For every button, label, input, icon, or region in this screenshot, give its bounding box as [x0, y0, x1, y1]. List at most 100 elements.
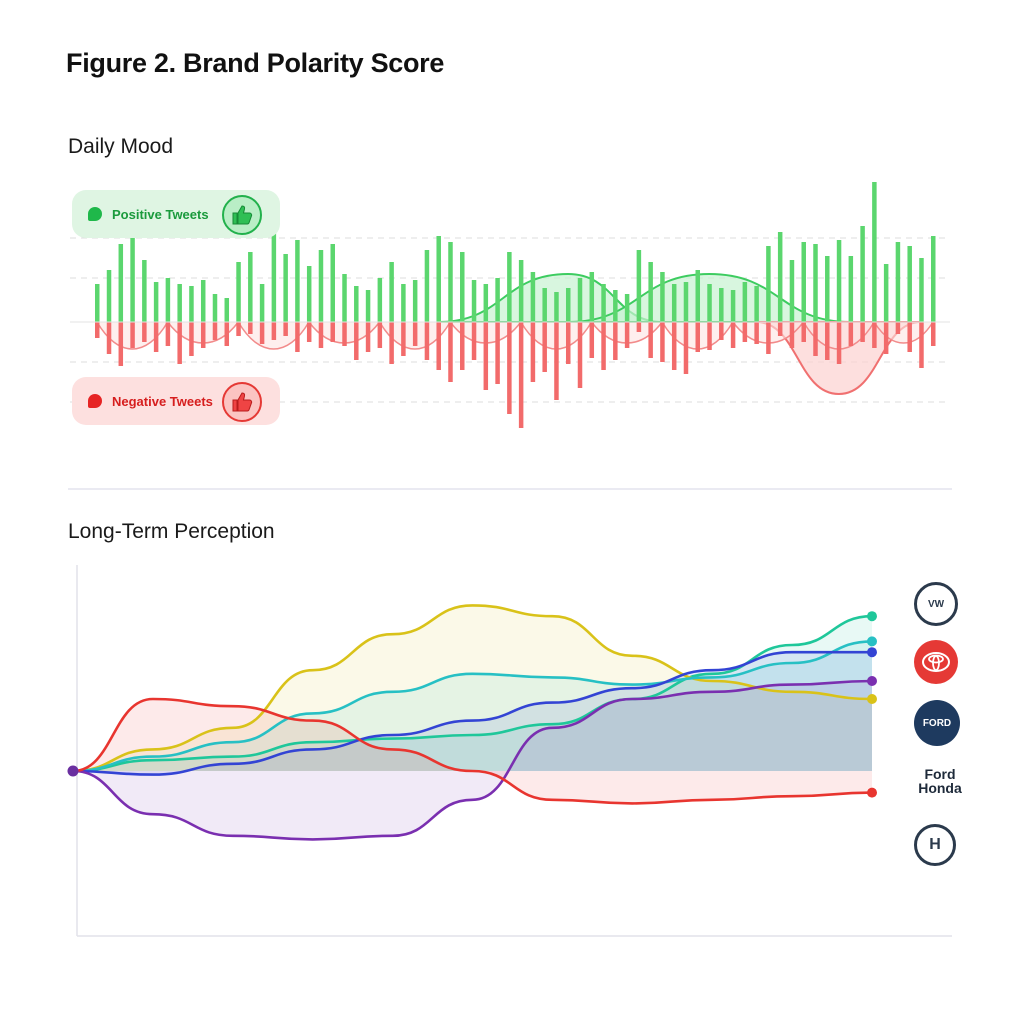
negative-bar [601, 322, 606, 370]
negative-bar [707, 322, 712, 350]
ford-badge-icon: FORD [914, 700, 960, 746]
negative-bar [719, 322, 724, 340]
brand-logo-icon: VW [914, 582, 958, 626]
negative-bar [318, 322, 324, 348]
positive-bar [153, 282, 159, 322]
negative-bar [589, 322, 595, 358]
negative-bar [118, 322, 124, 366]
negative-bar [401, 322, 406, 356]
positive-bar [365, 290, 371, 322]
negative-bar [730, 322, 736, 348]
negative-bar [825, 322, 830, 360]
negative-bar [883, 322, 889, 354]
negative-bar [142, 322, 147, 342]
series-area [73, 616, 872, 771]
positive-bar [601, 284, 606, 322]
positive-bar [412, 280, 418, 322]
negative-bar [306, 322, 312, 342]
series-end-point [867, 694, 877, 704]
positive-bar [683, 282, 689, 322]
brand-text-ford-honda: Ford Honda [908, 765, 972, 797]
negative-bar [554, 322, 559, 400]
toyota-logo-icon [914, 640, 958, 684]
positive-bar [377, 278, 383, 322]
negative-bar [495, 322, 500, 384]
negative-bar [460, 322, 465, 370]
positive-bar [565, 288, 571, 322]
negative-bar [836, 322, 842, 364]
positive-bar [212, 294, 218, 322]
positive-bar [424, 250, 430, 322]
negative-bar [483, 322, 489, 390]
origin-point [67, 765, 79, 777]
negative-bar [813, 322, 818, 356]
positive-bar [224, 298, 230, 322]
negative-bar [801, 322, 806, 342]
negative-bar [153, 322, 159, 352]
negative-bar [565, 322, 571, 364]
honda-logo-icon: H [914, 824, 956, 866]
figure-title: Figure 2. Brand Polarity Score [66, 48, 445, 78]
positive-bar [730, 290, 736, 322]
negative-bar [436, 322, 441, 370]
positive-bar [95, 284, 100, 322]
positive-bar [401, 284, 406, 322]
negative-bar [259, 322, 265, 344]
negative-bar [365, 322, 371, 352]
positive-bar [271, 228, 277, 322]
positive-bar [542, 288, 547, 322]
positive-bar [813, 244, 818, 322]
series-end-point [867, 647, 877, 658]
series-line [72, 640, 873, 773]
positive-bar [766, 246, 771, 322]
negative-bar [389, 322, 394, 364]
positive-bar [895, 242, 901, 322]
positive-bar [483, 284, 489, 322]
negative-bar [695, 322, 701, 352]
negative-bar [130, 322, 135, 348]
negative-bar [518, 322, 524, 428]
positive-bar [860, 226, 865, 322]
positive-bar [306, 266, 312, 322]
negative-bar [907, 322, 912, 352]
negative-bar [624, 322, 630, 348]
series-line [72, 679, 873, 841]
negative-bar [777, 322, 783, 336]
negative-bar [200, 322, 206, 348]
positive-bar [695, 270, 701, 322]
positive-bar [106, 270, 112, 322]
negative-marker-icon [88, 394, 102, 408]
negative-bar [424, 322, 430, 360]
negative-bar [354, 322, 359, 360]
positive-bar [448, 242, 453, 322]
positive-bar [825, 256, 830, 322]
positive-bar [707, 284, 712, 322]
negative-bar [236, 322, 241, 336]
negative-bar [895, 322, 901, 334]
negative-bar [248, 322, 253, 334]
positive-bar [342, 274, 347, 322]
negative-bar [648, 322, 653, 358]
negative-bar [189, 322, 194, 356]
series-line [72, 604, 873, 773]
positive-bar [648, 262, 653, 322]
negative-bar [412, 322, 418, 346]
positive-bar [754, 286, 759, 322]
negative-bar [377, 322, 383, 348]
positive-bar [165, 278, 171, 322]
negative-bar [660, 322, 665, 362]
positive-bar [295, 240, 300, 322]
positive-bar [189, 286, 194, 322]
positive-bar [742, 282, 748, 322]
negative-bar [860, 322, 865, 342]
negative-bar [919, 322, 924, 368]
positive-bar [883, 264, 889, 322]
negative-bar [577, 322, 583, 388]
positive-bar [436, 236, 441, 322]
positive-bar [283, 254, 288, 322]
positive-bar [330, 244, 335, 322]
negative-bar [106, 322, 112, 354]
negative-bar [742, 322, 748, 342]
negative-bar [448, 322, 453, 382]
